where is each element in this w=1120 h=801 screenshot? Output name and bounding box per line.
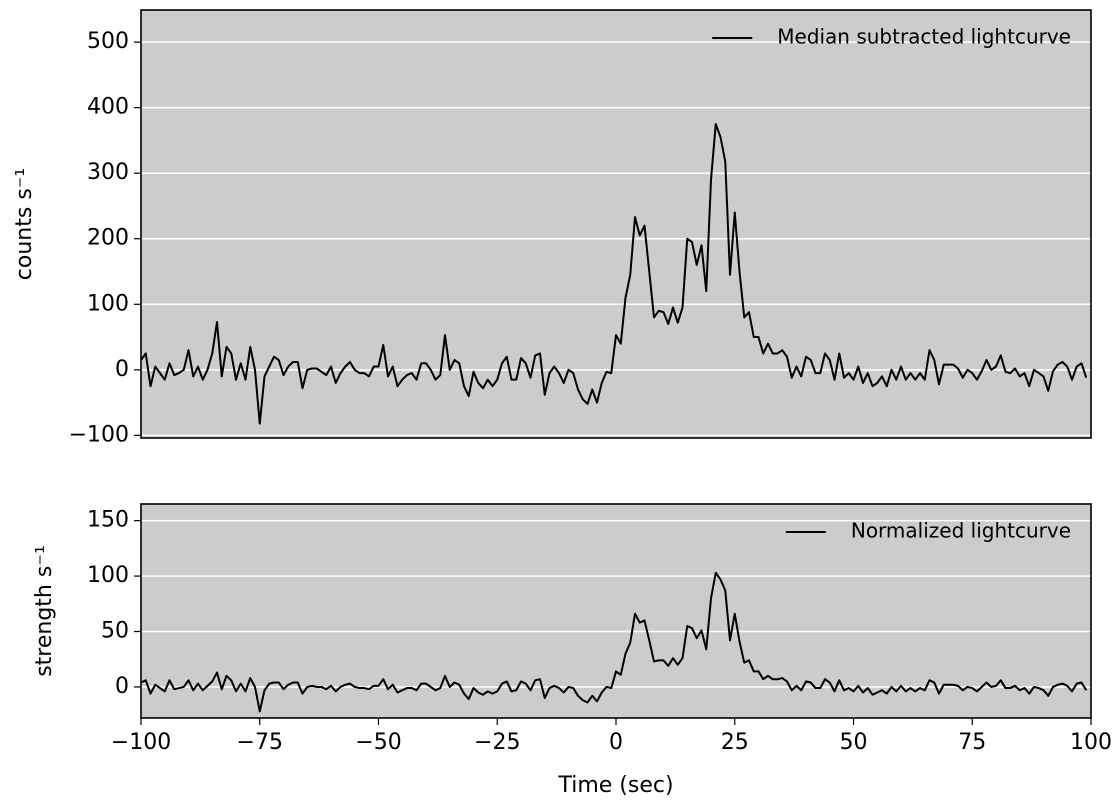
x-tick-label: −25 xyxy=(474,730,520,755)
x-tick-label: 50 xyxy=(840,730,868,755)
x-tick-label: −50 xyxy=(355,730,401,755)
legend-label: Normalized lightcurve xyxy=(851,519,1071,543)
y-tick-label: 0 xyxy=(115,674,129,699)
y-tick-label: 150 xyxy=(87,508,129,533)
y-tick-label: 50 xyxy=(101,619,129,644)
x-tick-label: 0 xyxy=(609,730,623,755)
y-tick-label: 500 xyxy=(87,29,129,54)
x-tick-label: −100 xyxy=(111,730,171,755)
data-line xyxy=(140,571,1088,713)
y-tick-label: 100 xyxy=(87,563,129,588)
x-tick-label: 25 xyxy=(721,730,749,755)
x-tick-label: 100 xyxy=(1070,730,1112,755)
y-tick-label: 300 xyxy=(87,160,129,185)
x-tick-label: −75 xyxy=(237,730,283,755)
y-axis-label: counts s⁻¹ xyxy=(12,168,37,280)
y-tick-label: 200 xyxy=(87,226,129,251)
y-tick-label: −100 xyxy=(69,422,129,447)
y-tick-label: 0 xyxy=(115,357,129,382)
plot-frame xyxy=(140,503,1092,719)
y-axis-label: strength s⁻¹ xyxy=(32,545,57,677)
y-tick-label: 100 xyxy=(87,291,129,316)
y-tick-label: 400 xyxy=(87,95,129,120)
legend-label: Median subtracted lightcurve xyxy=(777,25,1071,49)
plot-frame xyxy=(140,9,1092,439)
x-axis-label: Time (sec) xyxy=(557,773,673,798)
x-tick-label: 75 xyxy=(958,730,986,755)
data-line xyxy=(140,123,1088,425)
